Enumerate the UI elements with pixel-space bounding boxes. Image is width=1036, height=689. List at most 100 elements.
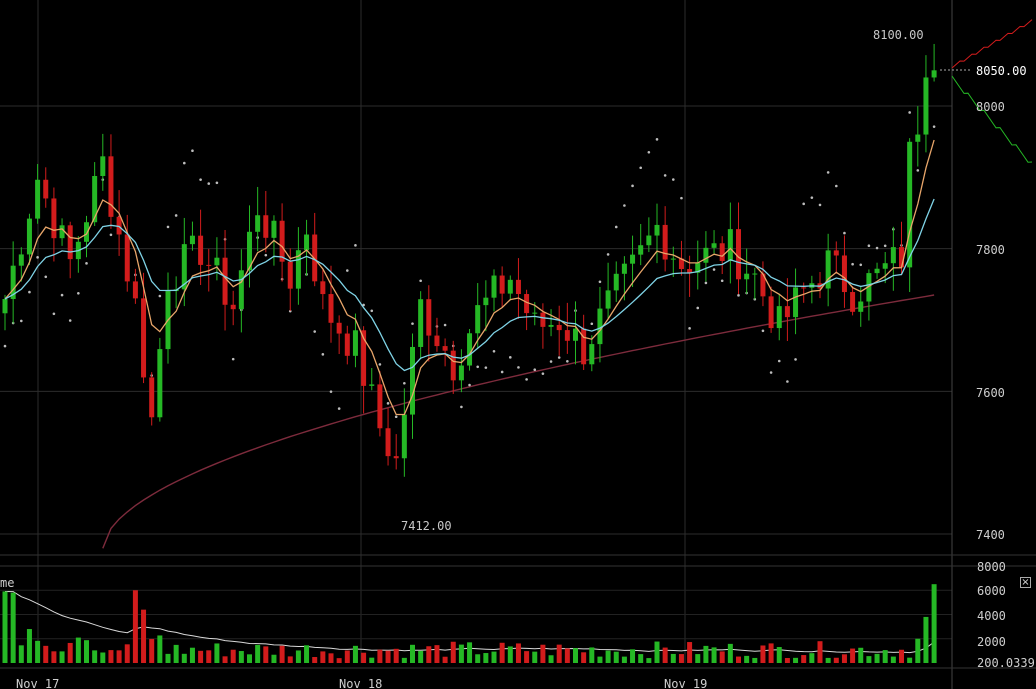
sar-dot bbox=[916, 169, 920, 172]
candle-body bbox=[426, 299, 432, 336]
volume-bar bbox=[67, 642, 73, 663]
candle-body bbox=[654, 224, 660, 236]
candle-body bbox=[752, 273, 758, 275]
sar-dot bbox=[77, 291, 80, 295]
depth-lines bbox=[940, 19, 1033, 163]
candle-body bbox=[638, 245, 644, 255]
volume-bar bbox=[116, 650, 122, 663]
candle bbox=[361, 326, 367, 414]
candle-body bbox=[2, 299, 8, 314]
sar-dot bbox=[378, 363, 382, 366]
candle-body bbox=[51, 198, 57, 239]
volume-bar bbox=[222, 656, 228, 663]
volume-bar bbox=[784, 658, 790, 663]
sar-dot bbox=[786, 380, 789, 383]
volume-bar bbox=[214, 643, 220, 663]
volume-bar bbox=[564, 648, 570, 663]
candle-body bbox=[255, 215, 261, 232]
volume-bar bbox=[352, 645, 358, 663]
candle bbox=[548, 309, 554, 337]
candle-body bbox=[377, 384, 383, 429]
volume-bar bbox=[238, 651, 244, 663]
volume-bar bbox=[2, 591, 8, 663]
candle-body bbox=[295, 250, 301, 289]
volume-bar bbox=[467, 642, 473, 663]
volume-tick-label: 6000 bbox=[977, 584, 1006, 598]
candle bbox=[467, 329, 473, 371]
volume-bar bbox=[344, 650, 350, 663]
candle-body bbox=[328, 294, 334, 323]
sar-dot bbox=[875, 246, 879, 250]
volume-bar bbox=[719, 651, 725, 663]
candle bbox=[483, 280, 489, 332]
candle bbox=[890, 226, 896, 291]
volume-bar bbox=[744, 655, 750, 663]
candle bbox=[426, 285, 432, 362]
candle-body bbox=[124, 234, 130, 282]
candle bbox=[784, 278, 790, 342]
candle bbox=[654, 203, 660, 264]
sar-dot bbox=[867, 244, 871, 248]
x-tick-label: Nov 19 bbox=[664, 677, 707, 689]
close-icon[interactable]: × bbox=[1020, 577, 1031, 588]
candle bbox=[75, 236, 81, 273]
ask-depth-line bbox=[951, 19, 1033, 69]
volume-bar bbox=[304, 645, 310, 663]
candle-body bbox=[336, 322, 342, 334]
candle bbox=[744, 248, 750, 294]
sar-dot bbox=[533, 368, 537, 372]
candle-body bbox=[597, 308, 603, 345]
volume-tick-label: 2000 bbox=[977, 635, 1006, 649]
candle-body bbox=[499, 275, 505, 294]
candle-body bbox=[736, 229, 741, 280]
volume-bar bbox=[426, 646, 432, 663]
candle bbox=[515, 258, 521, 319]
sar-dot bbox=[590, 322, 594, 326]
candle bbox=[369, 367, 375, 391]
candle-body bbox=[189, 235, 195, 245]
sar-dot bbox=[354, 244, 357, 247]
candle bbox=[385, 408, 391, 466]
candle bbox=[866, 269, 872, 321]
candle bbox=[589, 335, 595, 372]
sar-dot bbox=[109, 233, 113, 237]
candle-body bbox=[703, 247, 709, 263]
candle bbox=[597, 286, 603, 363]
volume-bar bbox=[532, 651, 538, 663]
volume-bar bbox=[206, 650, 212, 663]
candle-body bbox=[695, 262, 701, 273]
candle bbox=[92, 162, 98, 227]
candle-body bbox=[312, 234, 318, 282]
volume-bars bbox=[2, 584, 937, 663]
volume-bar bbox=[727, 643, 733, 663]
sar-dot bbox=[215, 181, 219, 185]
candle-body bbox=[84, 222, 89, 242]
candle bbox=[410, 333, 415, 439]
candle bbox=[238, 249, 244, 333]
candle-body bbox=[744, 273, 750, 280]
candle bbox=[222, 229, 228, 331]
candle bbox=[475, 283, 481, 349]
volume-bar bbox=[450, 641, 456, 663]
sar-dot bbox=[672, 178, 675, 181]
candle-body bbox=[157, 349, 163, 418]
candle-body bbox=[483, 297, 489, 306]
volume-bar bbox=[43, 645, 49, 663]
sar-dot bbox=[606, 253, 610, 256]
candle-body bbox=[410, 346, 415, 415]
sar-dot bbox=[419, 279, 422, 283]
candle bbox=[336, 315, 342, 355]
volume-bar bbox=[907, 657, 913, 663]
candle bbox=[524, 289, 530, 331]
sar-dot bbox=[818, 203, 822, 207]
volume-bar bbox=[515, 643, 521, 663]
volume-bar bbox=[361, 652, 367, 663]
candle bbox=[613, 261, 619, 302]
candle-body bbox=[589, 344, 595, 365]
volume-bar bbox=[654, 641, 660, 663]
sar-dot bbox=[655, 138, 659, 141]
volume-bar bbox=[271, 654, 277, 663]
volume-bar bbox=[621, 656, 627, 663]
volume-bar bbox=[695, 654, 701, 663]
